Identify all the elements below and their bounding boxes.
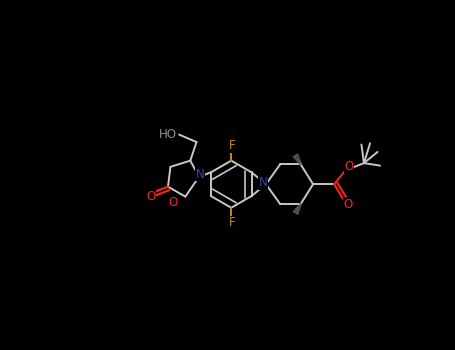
Text: HO: HO: [159, 128, 177, 141]
Text: N: N: [196, 168, 205, 181]
Text: F: F: [229, 216, 236, 229]
Text: O: O: [343, 197, 353, 211]
Text: O: O: [344, 160, 354, 173]
Text: N: N: [259, 176, 268, 189]
Text: O: O: [168, 196, 177, 209]
Text: F: F: [229, 139, 236, 152]
Text: O: O: [146, 190, 155, 203]
